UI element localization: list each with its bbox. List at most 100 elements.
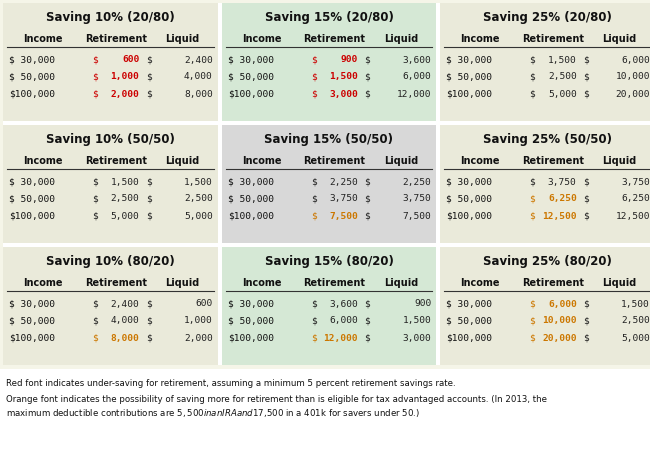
Text: $: $ — [529, 334, 535, 343]
Text: 6,000: 6,000 — [330, 317, 358, 325]
Text: 5,000: 5,000 — [111, 212, 139, 221]
Text: $: $ — [146, 299, 151, 308]
Text: $ 50,000: $ 50,000 — [9, 72, 55, 81]
Text: $: $ — [146, 317, 151, 325]
Text: 1,500: 1,500 — [402, 317, 432, 325]
Bar — [218, 3, 222, 365]
Text: $: $ — [583, 177, 589, 187]
Bar — [0, 369, 650, 455]
Text: 8,000: 8,000 — [184, 90, 213, 98]
Text: $ 50,000: $ 50,000 — [227, 194, 274, 203]
Text: $: $ — [365, 317, 370, 325]
Text: 6,250: 6,250 — [548, 194, 577, 203]
Bar — [440, 3, 650, 121]
Text: 2,500: 2,500 — [184, 194, 213, 203]
Text: Saving 15% (20/80): Saving 15% (20/80) — [265, 10, 393, 24]
Text: $: $ — [583, 90, 589, 98]
Text: 4,000: 4,000 — [111, 317, 139, 325]
Text: Income: Income — [460, 34, 500, 44]
Text: $100,000: $100,000 — [9, 334, 55, 343]
Bar — [222, 247, 436, 365]
Text: $: $ — [583, 72, 589, 81]
Text: Retirement: Retirement — [304, 156, 365, 166]
Text: Orange font indicates the possibility of saving more for retirement than is elig: Orange font indicates the possibility of… — [6, 394, 547, 404]
Text: Saving 25% (50/50): Saving 25% (50/50) — [483, 132, 612, 146]
Text: $ 30,000: $ 30,000 — [447, 299, 492, 308]
Text: 4,000: 4,000 — [184, 72, 213, 81]
Text: 900: 900 — [341, 56, 358, 65]
Text: Income: Income — [23, 156, 62, 166]
Text: 3,600: 3,600 — [330, 299, 358, 308]
Text: $: $ — [311, 194, 317, 203]
Text: Saving 10% (80/20): Saving 10% (80/20) — [46, 254, 175, 268]
Text: 3,750: 3,750 — [621, 177, 650, 187]
Text: 5,000: 5,000 — [184, 212, 213, 221]
Bar — [3, 3, 218, 121]
Text: 1,000: 1,000 — [184, 317, 213, 325]
Text: $: $ — [92, 334, 98, 343]
Text: 900: 900 — [414, 299, 432, 308]
Text: $100,000: $100,000 — [447, 212, 492, 221]
Text: Retirement: Retirement — [522, 34, 584, 44]
Bar — [3, 243, 650, 247]
Text: $: $ — [311, 72, 317, 81]
Text: $: $ — [583, 194, 589, 203]
Text: Liquid: Liquid — [384, 278, 418, 288]
Text: Liquid: Liquid — [165, 278, 200, 288]
Text: $ 30,000: $ 30,000 — [447, 177, 492, 187]
Text: 1,000: 1,000 — [111, 72, 139, 81]
Text: 2,000: 2,000 — [111, 90, 139, 98]
Bar — [3, 121, 650, 125]
Text: 6,000: 6,000 — [548, 299, 577, 308]
Text: $ 50,000: $ 50,000 — [447, 317, 492, 325]
Text: 3,750: 3,750 — [548, 177, 577, 187]
Text: 12,500: 12,500 — [616, 212, 650, 221]
Text: $: $ — [529, 177, 535, 187]
Text: Saving 25% (20/80): Saving 25% (20/80) — [483, 10, 612, 24]
Text: 20,000: 20,000 — [542, 334, 577, 343]
Text: $ 50,000: $ 50,000 — [447, 194, 492, 203]
Text: 1,500: 1,500 — [111, 177, 139, 187]
Bar — [440, 247, 650, 365]
Text: 3,750: 3,750 — [402, 194, 432, 203]
Text: $: $ — [311, 299, 317, 308]
Text: $: $ — [146, 194, 151, 203]
Text: $ 30,000: $ 30,000 — [227, 299, 274, 308]
Text: $: $ — [365, 212, 370, 221]
Text: Income: Income — [23, 278, 62, 288]
Text: $: $ — [529, 194, 535, 203]
Text: $: $ — [311, 177, 317, 187]
Text: Liquid: Liquid — [603, 156, 637, 166]
Text: $: $ — [146, 334, 151, 343]
Text: 2,500: 2,500 — [111, 194, 139, 203]
Text: Income: Income — [460, 278, 500, 288]
Text: 5,000: 5,000 — [621, 334, 650, 343]
Text: Retirement: Retirement — [304, 34, 365, 44]
Text: 1,500: 1,500 — [621, 299, 650, 308]
Text: $: $ — [311, 334, 317, 343]
Text: Saving 15% (50/50): Saving 15% (50/50) — [265, 132, 393, 146]
Text: 6,000: 6,000 — [621, 56, 650, 65]
Text: 600: 600 — [196, 299, 213, 308]
Text: 2,000: 2,000 — [184, 334, 213, 343]
Text: Liquid: Liquid — [603, 34, 637, 44]
Bar — [440, 125, 650, 243]
Text: $: $ — [365, 90, 370, 98]
Text: $100,000: $100,000 — [227, 90, 274, 98]
Text: $ 30,000: $ 30,000 — [9, 299, 55, 308]
Text: $: $ — [146, 56, 151, 65]
Text: $: $ — [583, 317, 589, 325]
Text: $ 50,000: $ 50,000 — [227, 317, 274, 325]
Text: 2,250: 2,250 — [402, 177, 432, 187]
Text: 7,500: 7,500 — [402, 212, 432, 221]
Text: $: $ — [365, 194, 370, 203]
Text: $: $ — [92, 177, 98, 187]
Text: $100,000: $100,000 — [9, 90, 55, 98]
Text: 2,400: 2,400 — [184, 56, 213, 65]
Text: 2,500: 2,500 — [548, 72, 577, 81]
Text: 6,250: 6,250 — [621, 194, 650, 203]
Text: $: $ — [365, 177, 370, 187]
Bar — [222, 3, 436, 121]
Text: 3,750: 3,750 — [330, 194, 358, 203]
Text: $100,000: $100,000 — [447, 334, 492, 343]
